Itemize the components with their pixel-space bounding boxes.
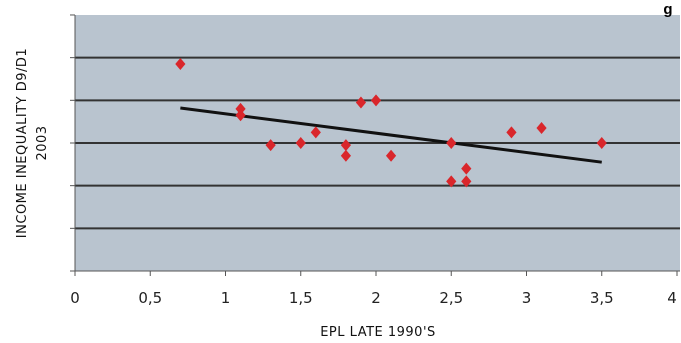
x-tick-label: 4	[667, 289, 677, 307]
data-point	[235, 109, 246, 122]
data-point	[265, 139, 276, 152]
x-tick-label: 3,5	[590, 289, 614, 307]
x-tick-label: 0,5	[138, 289, 162, 307]
x-tick-label: 1,5	[289, 289, 313, 307]
y-axis-ticks	[70, 14, 75, 272]
y-axis-title-line2: 2003	[35, 125, 50, 160]
trendline	[180, 106, 602, 164]
data-point	[596, 136, 607, 149]
data-point	[370, 94, 382, 107]
data-point	[536, 122, 547, 135]
data-point	[355, 96, 367, 109]
data-point	[506, 126, 517, 139]
y-axis-title: INCOME INEQUALITY D9/D1 2003	[15, 48, 50, 238]
data-point	[295, 136, 306, 149]
data-point	[235, 102, 246, 115]
data-point	[175, 58, 186, 71]
x-tick-labels: 0 0,5 1 1,5 2 2,5 3 3,5 4	[70, 289, 677, 307]
data-points	[175, 58, 607, 188]
data-point	[340, 149, 351, 162]
data-point	[446, 175, 457, 188]
data-point	[310, 126, 321, 139]
y-axis-title-line1: INCOME INEQUALITY D9/D1	[15, 48, 30, 238]
x-tick-label: 1	[221, 289, 231, 307]
data-point	[385, 149, 397, 162]
data-point	[461, 162, 472, 175]
chart-title-fragment: g	[663, 1, 672, 18]
data-point	[446, 136, 457, 149]
x-tick-label: 0	[70, 289, 80, 307]
x-axis-title: EPL LATE 1990'S	[320, 325, 436, 340]
x-tick-label: 3	[522, 289, 532, 307]
x-tick-label: 2	[371, 289, 381, 307]
data-point	[461, 175, 472, 188]
x-tick-label: 2,5	[439, 289, 463, 307]
data-point	[340, 139, 351, 152]
x-axis-ticks	[74, 271, 678, 276]
